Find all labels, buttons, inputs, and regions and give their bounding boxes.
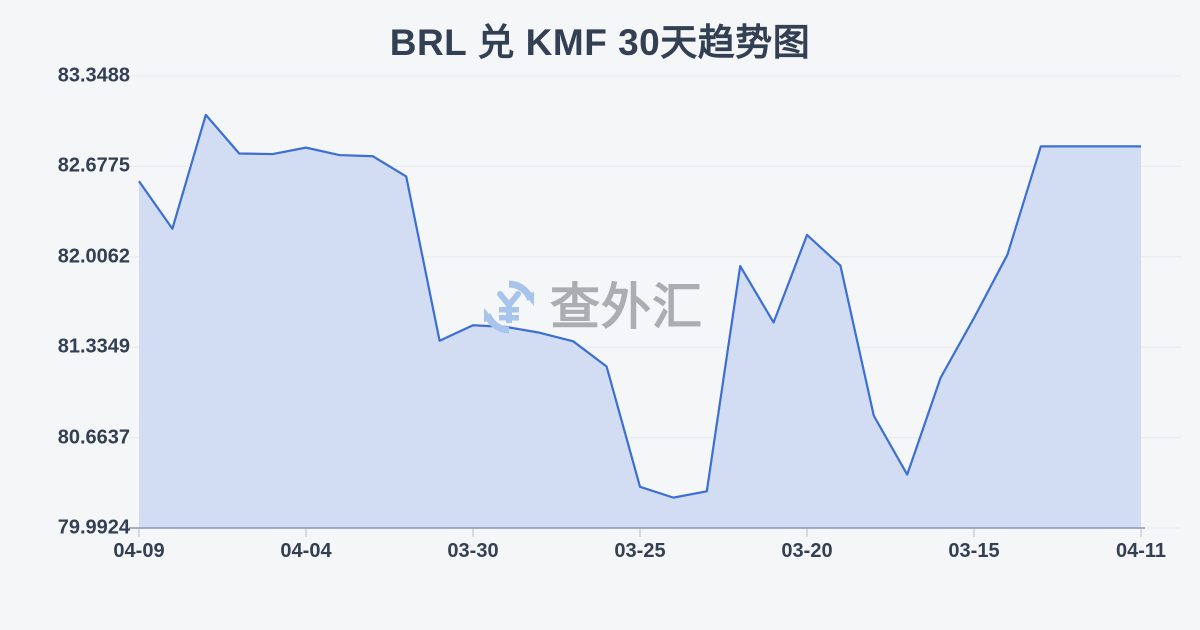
y-axis-tick-label: 82.0062: [57, 245, 130, 268]
x-axis-tick-label: 03-20: [781, 540, 833, 562]
y-axis-tick-label: 82.6775: [57, 154, 130, 177]
x-axis-tick-label: 03-30: [447, 540, 499, 562]
x-axis-tick-label: 03-15: [948, 540, 1000, 562]
page-title: BRL 兑 KMF 30天趋势图: [389, 22, 811, 63]
y-axis-tick-label: 83.3488: [57, 64, 130, 87]
y-axis-tick-label: 79.9924: [57, 516, 130, 539]
trend-line: [138, 113, 1141, 499]
x-axis-tick-label: 04-09: [113, 540, 165, 562]
y-axis-labels: 83.3488 82.6775 82.0062 81.3349 80.6637 79.99…: [10, 0, 130, 630]
y-axis-tick-label: 81.3349: [57, 335, 130, 358]
x-axis-tick-label: 03-25: [614, 540, 666, 562]
x-axis-ticks: [138, 528, 1142, 537]
x-axis-tick-label: 04-11: [1115, 540, 1167, 562]
area-fill: [139, 114, 1141, 528]
y-axis-tick-label: 80.6637: [57, 426, 130, 449]
x-axis-tick-label: 04-04: [280, 540, 332, 562]
